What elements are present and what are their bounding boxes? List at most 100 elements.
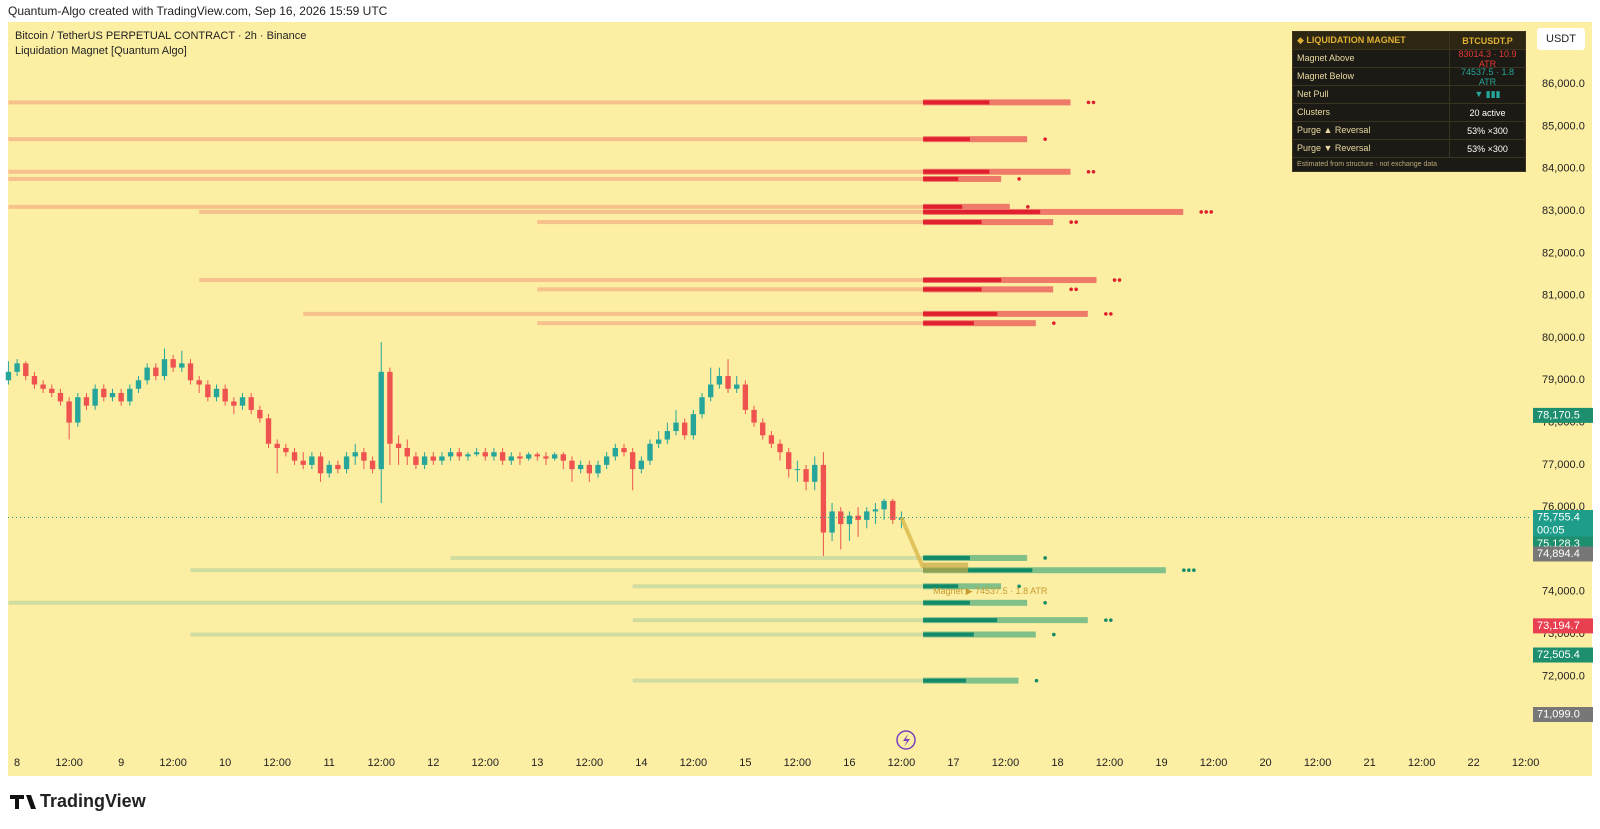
candle-body xyxy=(430,456,436,461)
candle-body xyxy=(456,452,462,457)
x-tick-label: 12:00 xyxy=(263,757,291,769)
zone-dot xyxy=(1086,100,1091,105)
candle-body xyxy=(872,509,879,512)
x-tick-label: 18 xyxy=(1051,757,1063,769)
candle-body xyxy=(595,464,601,474)
candle-body xyxy=(187,363,194,381)
candle-body xyxy=(205,384,211,398)
zone-dot xyxy=(1187,568,1191,573)
candle-body xyxy=(699,397,705,415)
zone-bar xyxy=(923,583,1002,590)
candle-body xyxy=(716,376,723,385)
panel-rows: Magnet Above 83014.3 · 10.9 ATR Magnet Bel… xyxy=(1293,49,1525,157)
currency-button[interactable]: USDT xyxy=(1537,28,1585,50)
candle-body xyxy=(135,380,142,389)
zone-dot xyxy=(1069,220,1073,224)
candle-body xyxy=(621,447,627,453)
price-label: 72,505.4 xyxy=(1537,649,1580,661)
candle-body xyxy=(638,460,645,470)
candle-body xyxy=(421,456,428,465)
zone-bar-core xyxy=(923,137,970,142)
y-tick-label: 72,000.0 xyxy=(1542,670,1585,682)
zone-bar xyxy=(923,208,1184,215)
candle-body xyxy=(291,452,298,461)
zone-dot xyxy=(1052,321,1056,325)
x-tick-label: 15 xyxy=(739,757,751,769)
zone-dot xyxy=(1017,584,1021,589)
zone-bar-core xyxy=(923,220,982,225)
panel-row: Purge ▲ Reversal 53% ×300 xyxy=(1293,121,1525,139)
candle-body xyxy=(317,456,324,474)
x-tick-label: 12:00 xyxy=(680,757,708,769)
price-label-box xyxy=(1533,407,1593,423)
zone-line xyxy=(537,321,924,326)
zone-line xyxy=(450,555,924,560)
zone-bar-core xyxy=(923,600,970,605)
x-tick-label: 19 xyxy=(1155,757,1167,769)
candle-body xyxy=(31,376,38,385)
candle-body xyxy=(742,384,749,410)
candle-body xyxy=(378,371,384,470)
y-tick-label: 80,000.0 xyxy=(1542,332,1585,344)
y-tick-label: 77,000.0 xyxy=(1542,459,1585,471)
x-tick-label: 12 xyxy=(427,757,439,769)
y-tick-label: 84,000.0 xyxy=(1542,163,1585,175)
zone-line xyxy=(199,278,924,283)
x-tick-label: 22 xyxy=(1468,757,1480,769)
candle-body xyxy=(309,456,315,465)
candle-body xyxy=(83,397,90,406)
candle-body xyxy=(66,401,72,423)
candle-body xyxy=(161,359,168,377)
zone-bar xyxy=(923,554,1028,561)
zone-bar-core xyxy=(923,568,1033,573)
candle-body xyxy=(768,435,775,444)
candle-body xyxy=(751,409,757,423)
zone-bar xyxy=(923,631,1036,638)
zone-dot xyxy=(1052,632,1056,637)
candle-body xyxy=(812,464,818,482)
zone-bar xyxy=(923,286,1054,293)
zone-bar xyxy=(923,175,1002,182)
y-tick-label: 82,000.0 xyxy=(1542,247,1585,259)
candle-body xyxy=(664,431,671,440)
x-tick-label: 12:00 xyxy=(367,757,395,769)
zone-dot xyxy=(1086,169,1091,174)
candle-body xyxy=(482,452,488,457)
panel-row-label: Magnet Below xyxy=(1293,68,1450,85)
zone-bar xyxy=(923,677,1019,684)
candle-body xyxy=(92,388,98,406)
candle-body xyxy=(127,388,133,402)
candle-body xyxy=(170,359,176,368)
candle-body xyxy=(612,447,619,457)
zone-line xyxy=(632,678,924,683)
candle-body xyxy=(352,452,358,457)
x-tick-label: 12:00 xyxy=(1096,757,1124,769)
candle-body xyxy=(335,464,341,470)
candle-body xyxy=(786,452,792,470)
x-tick-label: 12:00 xyxy=(159,757,187,769)
zone-dot xyxy=(1109,618,1113,622)
panel-row: Magnet Above 83014.3 · 10.9 ATR xyxy=(1293,49,1525,69)
zone-line xyxy=(8,137,924,142)
candle-body xyxy=(361,452,367,461)
zone-dot xyxy=(1112,278,1117,282)
x-tick-label: 11 xyxy=(324,757,335,769)
zone-bar-core xyxy=(923,287,982,292)
zone-dot xyxy=(1034,678,1039,683)
y-tick-label: 79,000.0 xyxy=(1542,374,1585,386)
candle-body xyxy=(465,454,471,457)
candle-body xyxy=(499,452,506,461)
zone-bar xyxy=(923,99,1071,106)
zone-bar xyxy=(923,136,1028,143)
zone-line xyxy=(8,176,924,181)
candle-body xyxy=(5,371,12,381)
zone-line xyxy=(632,584,924,589)
candle-body xyxy=(855,515,861,520)
zone-bar xyxy=(923,567,1166,574)
candle-body xyxy=(196,380,202,385)
zone-bar xyxy=(923,203,1010,210)
candle-body xyxy=(777,443,783,453)
zone-line xyxy=(537,287,924,292)
zone-dot xyxy=(1104,312,1108,316)
